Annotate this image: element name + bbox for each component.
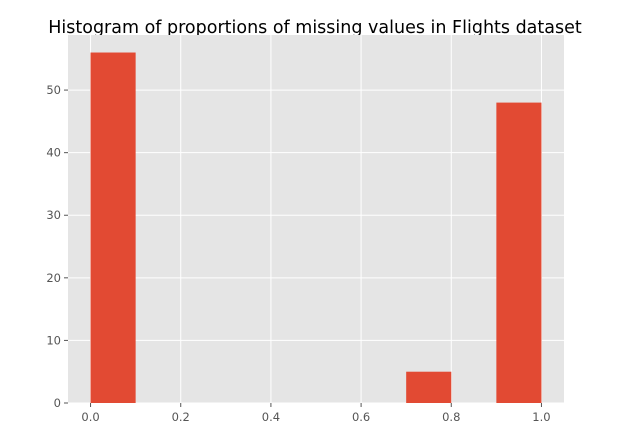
- y-tick-label: 0: [54, 396, 61, 410]
- y-tick-label: 20: [46, 271, 61, 285]
- x-tick-label: 0.0: [81, 410, 99, 424]
- y-axis-ticks: 0 10 20 30 40 50: [46, 83, 68, 410]
- chart-title: Histogram of proportions of missing valu…: [48, 18, 582, 38]
- plot-area: [68, 35, 564, 403]
- histogram-bar-9: [496, 102, 542, 404]
- x-tick-label: 1.0: [532, 410, 550, 424]
- histogram-bar-0: [90, 52, 136, 404]
- histogram-bar-7: [406, 371, 452, 403]
- y-tick-label: 50: [46, 83, 61, 97]
- x-tick-label: 0.2: [172, 410, 190, 424]
- x-tick-label: 0.4: [262, 410, 280, 424]
- x-axis-ticks: 0.0 0.2 0.4 0.6 0.8 1.0: [81, 403, 551, 424]
- y-tick-label: 10: [46, 333, 61, 347]
- y-tick-label: 30: [46, 208, 61, 222]
- y-tick-label: 40: [46, 146, 61, 160]
- histogram-bars: [90, 52, 542, 404]
- x-tick-label: 0.6: [352, 410, 370, 424]
- x-tick-label: 0.8: [442, 410, 460, 424]
